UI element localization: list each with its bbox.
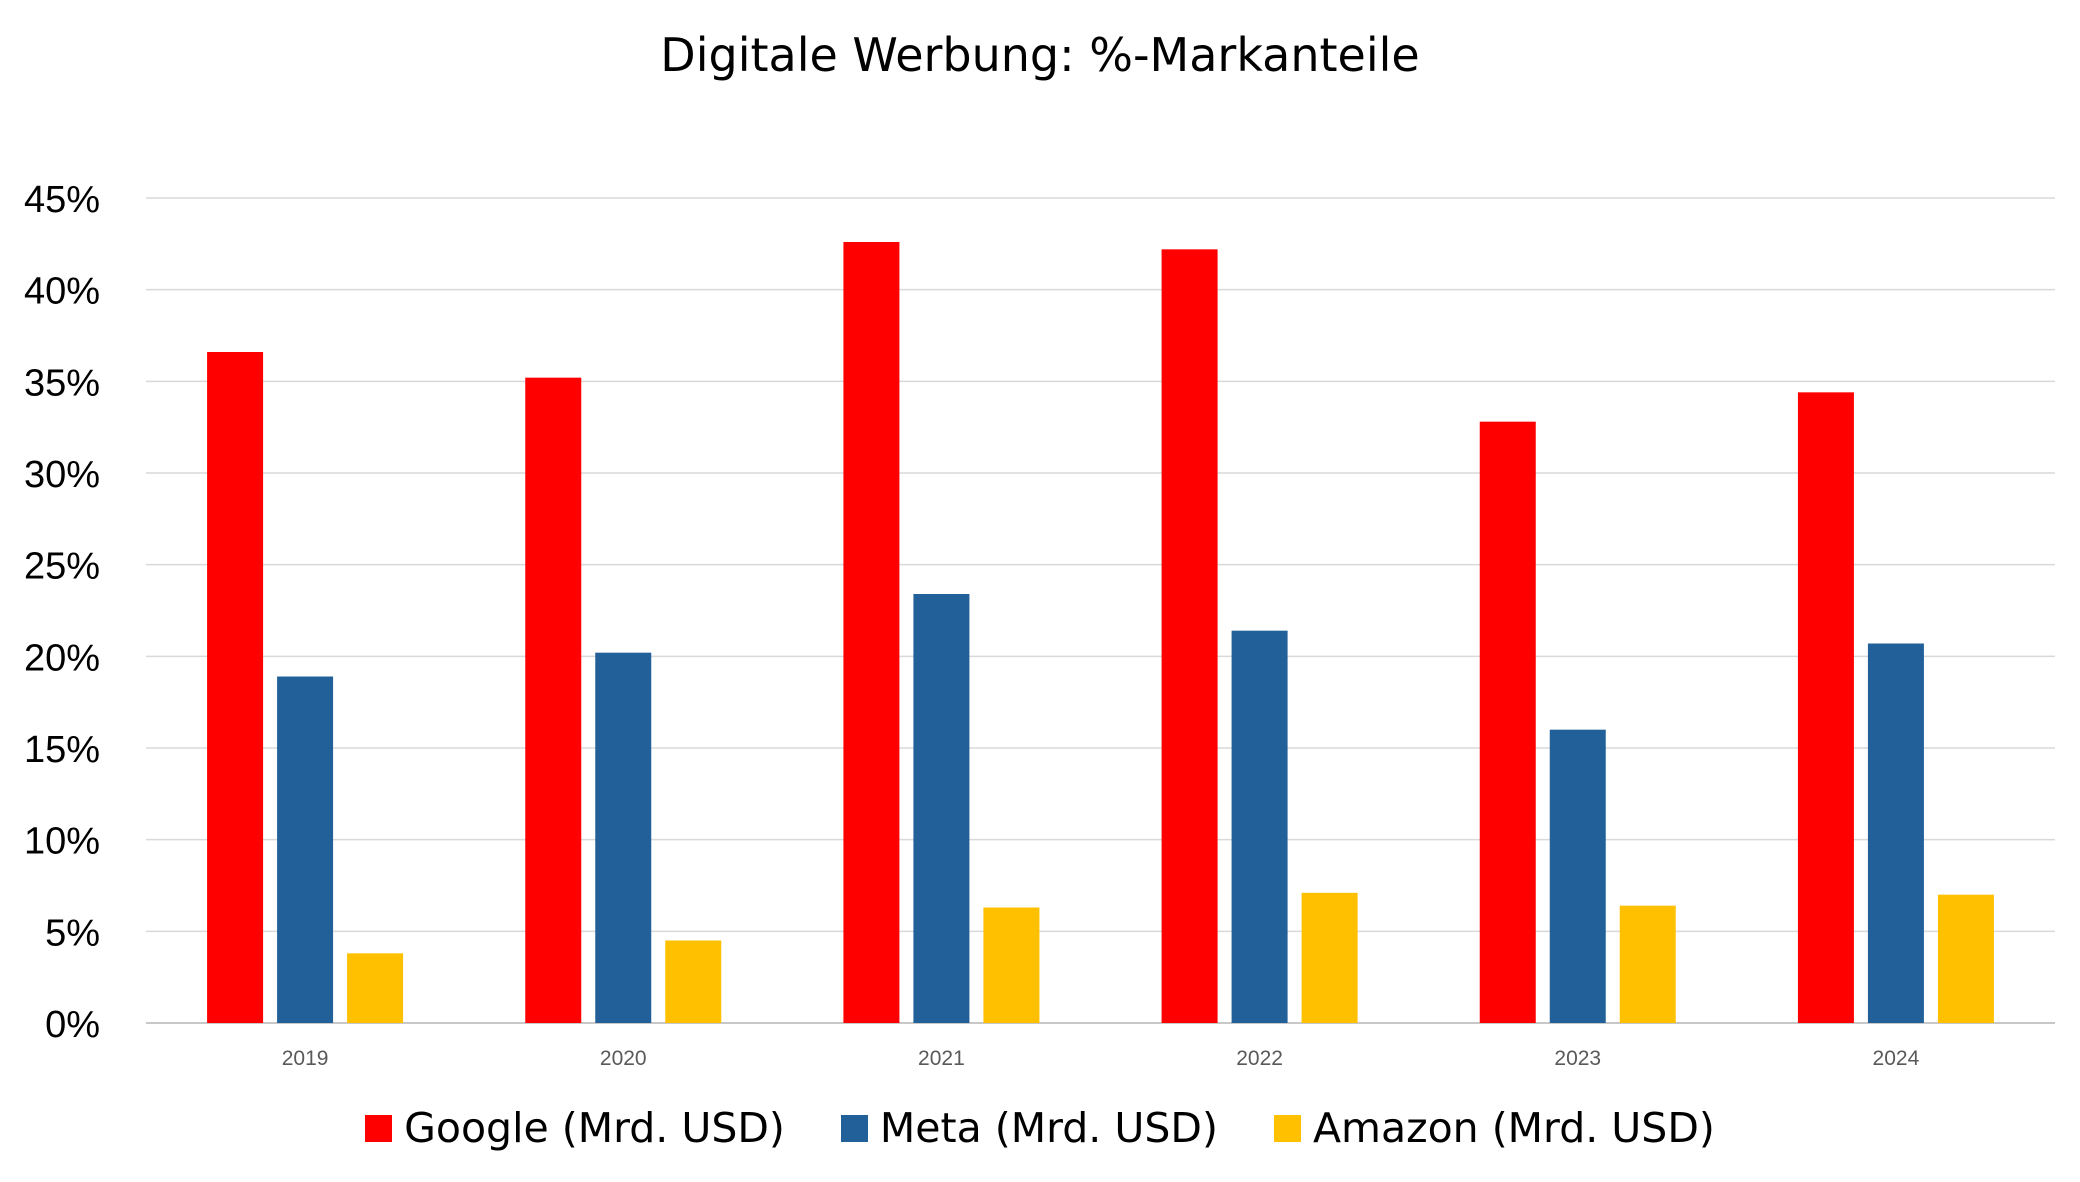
- legend-item: Google (Mrd. USD): [365, 1104, 785, 1152]
- y-tick-label: 45%: [24, 179, 100, 221]
- y-tick-label: 5%: [45, 912, 100, 954]
- bar-amazon-2022: [1301, 892, 1358, 1023]
- bar-google-2024: [1797, 392, 1854, 1023]
- bar-meta-2020: [595, 652, 652, 1023]
- legend-item: Amazon (Mrd. USD): [1273, 1104, 1715, 1152]
- y-tick-label: 0%: [45, 1004, 100, 1046]
- x-tick-label: 2019: [282, 1047, 329, 1070]
- bar-amazon-2020: [665, 940, 722, 1023]
- legend-swatch: [1273, 1114, 1301, 1142]
- bar-meta-2024: [1867, 643, 1924, 1023]
- bar-amazon-2021: [983, 907, 1040, 1023]
- x-tick-label: 2024: [1873, 1047, 1920, 1070]
- y-tick-label: 30%: [24, 454, 100, 496]
- legend-item: Meta (Mrd. USD): [840, 1104, 1218, 1152]
- legend: Google (Mrd. USD) Meta (Mrd. USD) Amazon (…: [0, 1098, 2080, 1158]
- x-tick-label: 2020: [600, 1047, 647, 1070]
- bar-google-2019: [207, 352, 264, 1023]
- bar-google-2023: [1479, 421, 1536, 1024]
- x-tick-label: 2023: [1554, 1047, 1601, 1070]
- bar-amazon-2023: [1619, 905, 1676, 1023]
- legend-label: Amazon (Mrd. USD): [1312, 1104, 1715, 1152]
- bar-amazon-2019: [347, 953, 404, 1023]
- bar-google-2020: [525, 377, 582, 1024]
- x-tick-label: 2021: [918, 1047, 965, 1070]
- chart-title: Digitale Werbung: %-Markanteile: [660, 28, 1420, 82]
- y-tick-label: 40%: [24, 271, 100, 313]
- y-tick-label: 10%: [24, 821, 100, 863]
- bar-google-2022: [1161, 249, 1218, 1024]
- y-tick-label: 25%: [24, 546, 100, 588]
- bar-meta-2022: [1231, 630, 1288, 1023]
- bar-google-2021: [843, 242, 900, 1023]
- bar-meta-2021: [913, 594, 970, 1023]
- bar-amazon-2024: [1937, 894, 1994, 1023]
- y-tick-label: 20%: [24, 637, 100, 679]
- bar-meta-2019: [277, 676, 334, 1023]
- y-tick-label: 15%: [24, 729, 100, 771]
- legend-swatch: [840, 1114, 868, 1142]
- legend-label: Google (Mrd. USD): [404, 1104, 785, 1152]
- legend-label: Meta (Mrd. USD): [879, 1104, 1218, 1152]
- y-tick-label: 35%: [24, 362, 100, 404]
- bar-meta-2023: [1549, 729, 1606, 1023]
- legend-swatch: [365, 1114, 393, 1142]
- x-tick-label: 2022: [1236, 1047, 1283, 1070]
